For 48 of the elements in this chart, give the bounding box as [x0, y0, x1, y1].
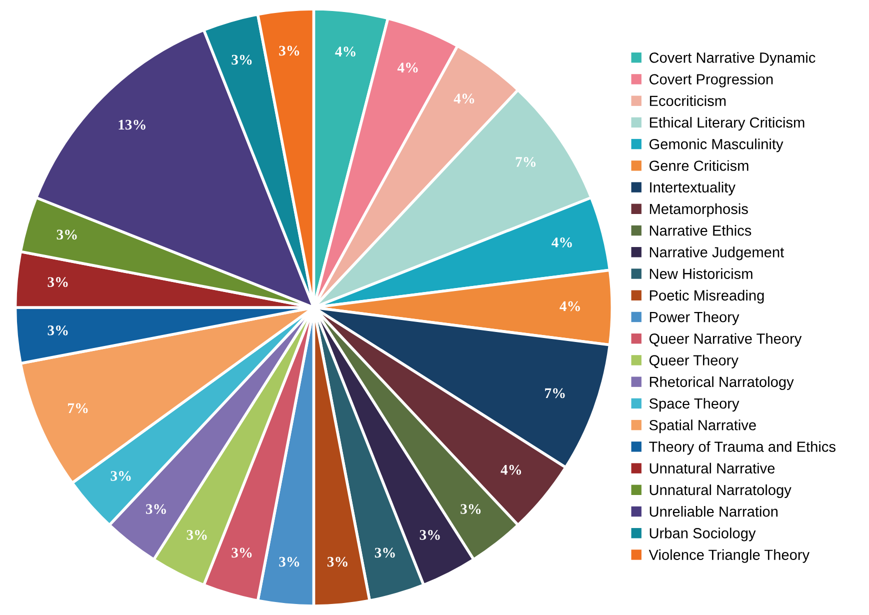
- legend-label: Intertextuality: [650, 182, 736, 196]
- data-label: 4%: [560, 301, 580, 312]
- legend-label: Rhetorical Narratology: [650, 376, 794, 390]
- data-label: 3%: [279, 556, 300, 567]
- legend-label: Poetic Misreading: [650, 290, 764, 304]
- data-label: 3%: [374, 548, 395, 558]
- data-label: 4%: [454, 94, 474, 104]
- legend-label: Unnatural Narratology: [650, 484, 792, 498]
- data-label: 3%: [110, 471, 131, 481]
- legend-label: Unnatural Narrative: [650, 462, 775, 474]
- data-label: 7%: [516, 157, 536, 167]
- data-label: 3%: [56, 230, 77, 240]
- data-label: 3%: [48, 277, 68, 288]
- legend-label: Genre Criticism: [649, 160, 748, 171]
- legend-label: New Historicism: [650, 268, 752, 279]
- legend-label: Ethical Literary Criticism: [650, 116, 804, 131]
- data-label: 3%: [279, 46, 300, 56]
- legend-label: Queer Theory: [649, 354, 738, 368]
- data-label: 3%: [327, 556, 348, 567]
- data-label: 3%: [146, 504, 166, 514]
- data-label: 3%: [232, 54, 252, 65]
- data-label: 3%: [460, 504, 481, 514]
- legend-label: Covert Progression: [650, 74, 773, 88]
- data-label: 13%: [118, 120, 146, 130]
- legend-label: Space Theory: [649, 398, 740, 412]
- data-label: 7%: [545, 388, 565, 398]
- legend-label: Narrative Ethics: [650, 225, 752, 236]
- legend-label: Narrative Judgement: [650, 246, 784, 260]
- legend-label: Covert Narrative Dynamic: [650, 52, 816, 66]
- legend-label: Theory of Trauma and Ethics: [649, 441, 836, 455]
- data-label: 4%: [500, 464, 522, 475]
- legend-label: Metamorphosis: [650, 203, 748, 218]
- legend-label: Ecocriticism: [650, 95, 726, 106]
- data-label: 4%: [397, 62, 418, 73]
- legend-label: Spatial Narrative: [649, 420, 756, 434]
- data-label: 3%: [420, 530, 440, 540]
- data-label: 3%: [232, 548, 252, 558]
- legend-label: Queer Narrative Theory: [649, 333, 802, 347]
- legend-label: Power Theory: [650, 312, 740, 326]
- data-label: 7%: [68, 403, 88, 414]
- data-label: 3%: [186, 530, 207, 540]
- legend-label: Urban Sociology: [650, 528, 756, 542]
- data-label: 4%: [552, 237, 572, 248]
- data-label: 4%: [335, 46, 356, 57]
- legend-label: Violence Triangle Theory: [648, 549, 810, 563]
- data-label: 3%: [48, 325, 68, 336]
- legend-label: Unreliable Narration: [650, 506, 778, 517]
- legend-label: Gemonic Masculinity: [649, 138, 784, 152]
